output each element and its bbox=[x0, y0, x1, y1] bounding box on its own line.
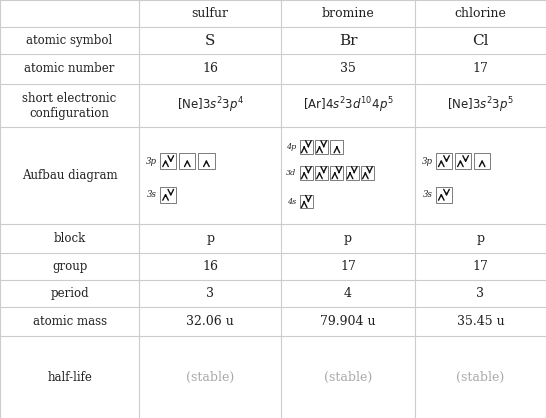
Text: $[\mathrm{Ar}]4s^{2}3d^{10}4p^{5}$: $[\mathrm{Ar}]4s^{2}3d^{10}4p^{5}$ bbox=[303, 96, 393, 115]
Text: p: p bbox=[344, 232, 352, 245]
Text: block: block bbox=[54, 232, 86, 245]
Bar bbox=[330, 166, 343, 180]
Bar bbox=[315, 166, 328, 180]
Bar bbox=[436, 187, 452, 203]
Bar bbox=[474, 153, 490, 169]
Text: $[\mathrm{Ne}]3s^{2}3p^{5}$: $[\mathrm{Ne}]3s^{2}3p^{5}$ bbox=[447, 96, 514, 115]
Bar bbox=[436, 153, 452, 169]
Text: 3: 3 bbox=[206, 287, 214, 300]
Bar bbox=[198, 153, 215, 169]
Text: period: period bbox=[50, 287, 89, 300]
Text: 3d: 3d bbox=[286, 169, 296, 177]
Text: 3p: 3p bbox=[422, 157, 432, 166]
Text: 17: 17 bbox=[472, 62, 489, 76]
Text: 16: 16 bbox=[202, 62, 218, 76]
Text: Aufbau diagram: Aufbau diagram bbox=[22, 169, 117, 182]
Bar bbox=[160, 153, 176, 169]
Text: 17: 17 bbox=[340, 260, 356, 273]
Text: 3: 3 bbox=[477, 287, 484, 300]
Text: 3p: 3p bbox=[146, 157, 157, 166]
Text: (stable): (stable) bbox=[324, 371, 372, 384]
Text: group: group bbox=[52, 260, 87, 273]
Text: 35: 35 bbox=[340, 62, 356, 76]
Bar bbox=[330, 140, 343, 153]
Text: 79.904 u: 79.904 u bbox=[321, 315, 376, 329]
Text: (stable): (stable) bbox=[186, 371, 234, 384]
Text: 32.06 u: 32.06 u bbox=[186, 315, 234, 329]
Bar bbox=[179, 153, 195, 169]
Bar bbox=[346, 166, 359, 180]
Bar bbox=[300, 195, 313, 209]
Bar bbox=[300, 140, 313, 153]
Text: 3s: 3s bbox=[423, 190, 432, 199]
Text: p: p bbox=[477, 232, 484, 245]
Text: atomic symbol: atomic symbol bbox=[27, 34, 112, 47]
Text: sulfur: sulfur bbox=[192, 7, 229, 20]
Text: bromine: bromine bbox=[322, 7, 375, 20]
Text: $[\mathrm{Ne}]3s^{2}3p^{4}$: $[\mathrm{Ne}]3s^{2}3p^{4}$ bbox=[176, 96, 244, 115]
Bar bbox=[315, 140, 328, 153]
Text: p: p bbox=[206, 232, 214, 245]
Text: Br: Br bbox=[339, 34, 357, 48]
Bar bbox=[300, 166, 313, 180]
Text: half-life: half-life bbox=[47, 371, 92, 384]
Text: 17: 17 bbox=[472, 260, 489, 273]
Bar bbox=[361, 166, 374, 180]
Text: atomic mass: atomic mass bbox=[33, 315, 106, 329]
Bar bbox=[160, 187, 176, 203]
Text: S: S bbox=[205, 34, 216, 48]
Text: short electronic
configuration: short electronic configuration bbox=[22, 92, 117, 120]
Text: 35.45 u: 35.45 u bbox=[456, 315, 505, 329]
Text: 4: 4 bbox=[344, 287, 352, 300]
Text: 16: 16 bbox=[202, 260, 218, 273]
Text: (stable): (stable) bbox=[456, 371, 505, 384]
Text: atomic number: atomic number bbox=[25, 62, 115, 76]
Text: chlorine: chlorine bbox=[454, 7, 507, 20]
Text: 3s: 3s bbox=[147, 190, 157, 199]
Text: 4s: 4s bbox=[287, 198, 296, 206]
Bar bbox=[455, 153, 471, 169]
Text: 4p: 4p bbox=[286, 143, 296, 151]
Text: Cl: Cl bbox=[472, 34, 489, 48]
